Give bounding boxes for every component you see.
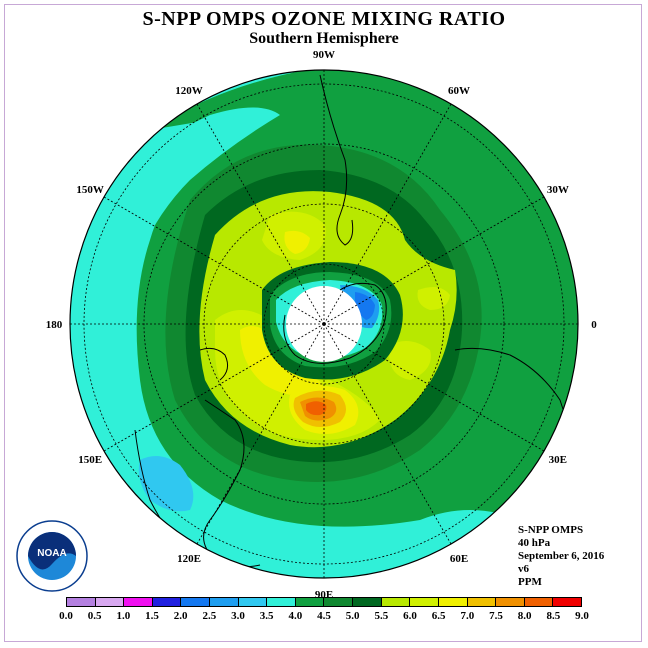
color-scale-label: 3.0 [231, 610, 245, 622]
color-scale-swatch [124, 598, 153, 606]
color-scale-swatch [553, 598, 581, 606]
color-scale-label: 3.5 [259, 610, 274, 622]
color-scale-label: 6.5 [431, 610, 446, 622]
color-scale-label: 2.5 [202, 610, 217, 622]
info-block: S-NPP OMPS 40 hPa September 6, 2016 v6 P… [518, 524, 604, 589]
longitude-label: 150W [76, 184, 104, 196]
color-scale-label: 7.0 [460, 610, 475, 622]
color-scale-swatch [524, 598, 554, 606]
longitude-label: 30W [547, 184, 569, 196]
color-scale-label: 8.0 [517, 610, 532, 622]
color-scale-label: 4.0 [288, 610, 303, 622]
longitude-label: 30E [549, 454, 567, 466]
color-scale-swatch [410, 598, 439, 606]
color-scale-swatch [210, 598, 239, 606]
color-scale-label: 1.0 [116, 610, 131, 622]
color-scale-swatch [438, 598, 468, 606]
longitude-label: 150E [78, 454, 102, 466]
observation-date: September 6, 2016 [518, 550, 605, 562]
longitude-label: 180 [46, 319, 63, 331]
color-scale-bar [66, 597, 582, 607]
instrument-name: S-NPP OMPS [518, 524, 584, 536]
color-scale-label: 6.0 [403, 610, 417, 622]
map-title: S-NPP OMPS OZONE MIXING RATIO [142, 8, 506, 30]
color-scale-swatch [381, 598, 411, 606]
color-scale-swatch [152, 598, 182, 606]
color-scale-label: 2.0 [173, 610, 188, 622]
color-scale-swatch [353, 598, 382, 606]
longitude-label: 120E [177, 553, 201, 565]
color-scale-swatch [324, 598, 354, 606]
color-scale-label: 9.0 [575, 610, 589, 622]
pressure-level: 40 hPa [518, 537, 551, 549]
color-scale-label: 1.5 [145, 610, 159, 622]
color-scale-swatch [267, 598, 296, 606]
data-version: v6 [518, 563, 529, 575]
color-scale-label: 8.5 [546, 610, 561, 622]
color-scale-swatch [295, 598, 325, 606]
south-pole-marker [322, 322, 326, 326]
longitude-label: 60W [448, 85, 470, 97]
graticule [70, 70, 578, 578]
longitude-label: 90W [313, 49, 335, 61]
noaa-logo-icon: NOAA [16, 520, 88, 592]
color-scale-swatch [238, 598, 268, 606]
color-scale-swatch [67, 598, 96, 606]
color-scale-label: 5.0 [345, 610, 360, 622]
color-scale-swatch [181, 598, 211, 606]
image-frame [4, 4, 642, 642]
color-scale-label: 7.5 [489, 610, 503, 622]
longitude-label: 120W [175, 85, 203, 97]
color-scale-label: 0.5 [87, 610, 102, 622]
color-scale-label: 0.0 [59, 610, 73, 622]
data-units: PPM [518, 576, 542, 588]
color-scale-label: 5.5 [374, 610, 389, 622]
longitude-label: 60E [450, 553, 468, 565]
color-scale-swatch [496, 598, 525, 606]
map-subtitle: Southern Hemisphere [249, 30, 399, 47]
color-scale-label: 4.5 [317, 610, 331, 622]
map-boundary [69, 69, 579, 579]
color-scale-swatch [467, 598, 497, 606]
longitude-label: 0 [591, 319, 597, 331]
color-scale-swatch [95, 598, 125, 606]
color-scale-labels: 0.0 0.5 1.0 1.5 2.0 2.5 3.0 3.5 4.0 4.5 5.0 5.5 6.0 6… [0, 610, 648, 624]
logo-text: NOAA [37, 548, 66, 559]
